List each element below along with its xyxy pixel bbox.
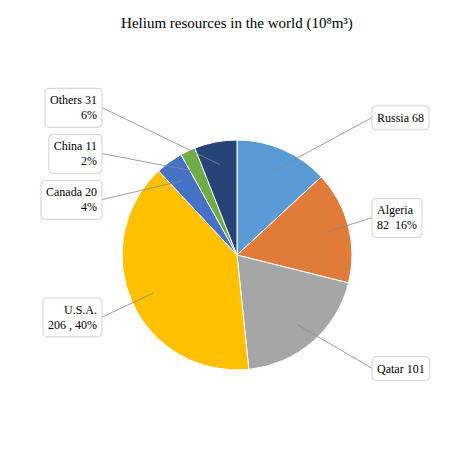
leader-line bbox=[102, 108, 220, 165]
label-line: Algeria bbox=[377, 203, 414, 217]
label: Qatar 101 bbox=[372, 357, 430, 381]
slice bbox=[237, 255, 349, 369]
chart: Helium resources in the world (10⁸m³) Rus… bbox=[0, 0, 474, 474]
label-line: 206 , 40% bbox=[48, 318, 97, 332]
leader-line bbox=[102, 154, 198, 172]
data-label: Others 316% bbox=[50, 93, 97, 122]
label-box bbox=[372, 106, 429, 130]
pie: Russia 68 Algeria82 16% Qatar 101 U.S.A.206… bbox=[41, 88, 430, 380]
label: Canada 204% bbox=[41, 180, 102, 219]
leader-line bbox=[297, 325, 372, 369]
leader-line bbox=[274, 118, 372, 171]
label-box bbox=[45, 88, 102, 127]
label-line: Others 31 bbox=[50, 93, 97, 107]
label-box bbox=[372, 198, 422, 237]
data-label: Qatar 101 bbox=[377, 362, 425, 376]
labels: Russia 68 Algeria82 16% Qatar 101 U.S.A.206… bbox=[41, 88, 430, 380]
label-box bbox=[43, 298, 102, 337]
label-line: 2% bbox=[81, 154, 97, 168]
label: U.S.A.206 , 40% bbox=[43, 298, 102, 337]
label: Algeria82 16% bbox=[372, 198, 422, 237]
leader-line bbox=[102, 181, 183, 200]
label-box bbox=[41, 180, 102, 219]
data-label: China 112% bbox=[54, 139, 97, 168]
title: Helium resources in the world (10⁸m³) bbox=[121, 15, 353, 32]
slice bbox=[195, 140, 237, 255]
label-line: Qatar 101 bbox=[377, 362, 425, 376]
label-line: Canada 20 bbox=[46, 185, 97, 199]
label-box bbox=[372, 357, 430, 381]
leader-lines bbox=[102, 108, 372, 369]
label-line: U.S.A. bbox=[64, 303, 97, 317]
leader-line bbox=[102, 293, 153, 317]
label-line: 4% bbox=[81, 200, 97, 214]
label-line: 82 16% bbox=[377, 218, 417, 232]
data-label: Canada 204% bbox=[46, 185, 97, 214]
label-line: China 11 bbox=[54, 139, 97, 153]
label: Russia 68 bbox=[372, 106, 429, 130]
label-box bbox=[49, 134, 102, 173]
data-label: U.S.A.206 , 40% bbox=[48, 303, 97, 332]
label-line: 6% bbox=[81, 108, 97, 122]
label: China 112% bbox=[49, 134, 102, 173]
label: Others 316% bbox=[45, 88, 102, 127]
leader-line bbox=[326, 218, 372, 232]
data-label: Algeria82 16% bbox=[377, 203, 417, 232]
data-label: Russia 68 bbox=[377, 111, 424, 125]
label-line: Russia 68 bbox=[377, 111, 424, 125]
